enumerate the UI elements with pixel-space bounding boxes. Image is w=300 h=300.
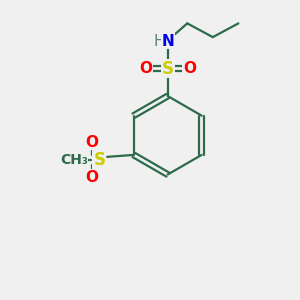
Text: O: O <box>85 170 98 185</box>
Text: O: O <box>85 135 98 150</box>
Text: S: S <box>162 59 174 77</box>
Text: N: N <box>161 34 174 49</box>
Text: CH₃: CH₃ <box>60 153 88 167</box>
Text: O: O <box>183 61 196 76</box>
Text: S: S <box>93 151 105 169</box>
Text: O: O <box>140 61 153 76</box>
Text: H: H <box>153 34 165 49</box>
